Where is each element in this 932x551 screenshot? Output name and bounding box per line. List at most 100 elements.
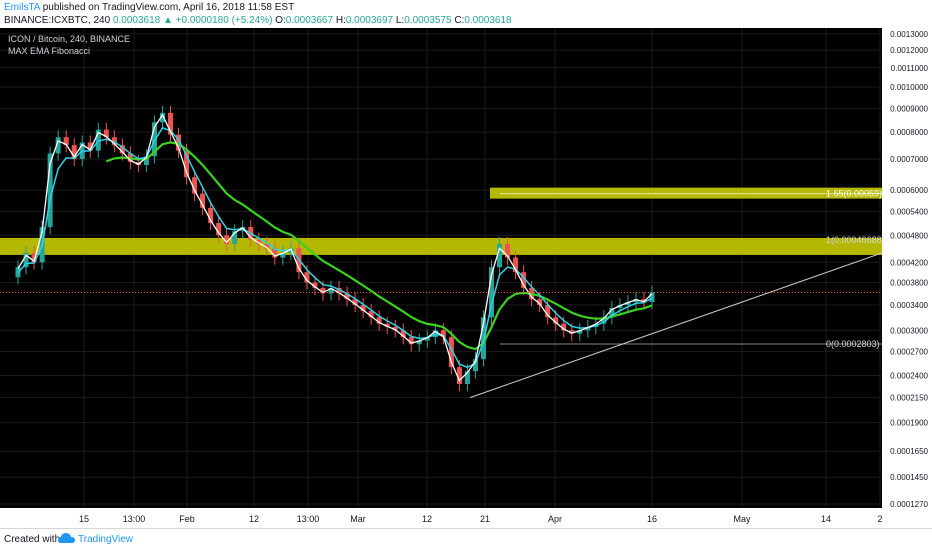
- candle-body: [71, 145, 77, 160]
- chart-background: [0, 28, 932, 528]
- candle-body: [31, 252, 37, 263]
- ema-slow-line: [105, 141, 653, 351]
- price-tick-label: 0.0004800: [890, 231, 928, 240]
- candle-body: [456, 367, 462, 384]
- candle-body: [472, 359, 478, 372]
- candle-body: [184, 150, 190, 178]
- low-label: L:: [395, 15, 405, 26]
- ohlc-line: BINANCE:ICXBTC, 240 0.0003618 ▲ +0.00001…: [4, 15, 512, 26]
- price-tick-label: 0.0012000: [890, 46, 928, 55]
- candle-body: [23, 252, 29, 268]
- time-tick-label: 12: [249, 514, 259, 524]
- tradingview-cloud-icon: [58, 533, 75, 543]
- candle-body: [336, 287, 342, 294]
- fib-label-1: 1(0.00046688): [826, 235, 885, 245]
- candle-body: [464, 371, 470, 384]
- price-tick-label: 0.0001650: [890, 447, 928, 456]
- price-tick-label: 0.0002150: [890, 394, 928, 403]
- author-link[interactable]: EmilsTA: [4, 2, 40, 13]
- change-value: +0.0000180 (+5.24%): [175, 15, 273, 26]
- support-trendline: [469, 252, 883, 399]
- price-tick-label: 0.0001450: [890, 473, 928, 482]
- candle-body: [585, 326, 591, 331]
- candle-body: [47, 153, 53, 228]
- candle-body: [424, 337, 430, 341]
- candle-body: [63, 137, 69, 146]
- candle-body: [513, 257, 519, 273]
- tradingview-link[interactable]: TradingView: [78, 534, 134, 545]
- price-tick-label: 0.0008000: [890, 128, 928, 137]
- time-axis-labels: 15 13:00 Feb 12 13:00 Mar 12 21 Apr 16 May 14 2: [79, 514, 883, 524]
- candle-body: [143, 156, 149, 165]
- price-tick-label: 0.0013000: [890, 30, 928, 39]
- candle-body: [368, 311, 374, 318]
- ema-fast-line: [17, 113, 653, 382]
- candle-body: [103, 129, 109, 138]
- candle-body: [280, 252, 286, 258]
- candle-body: [376, 317, 382, 324]
- candle-body: [537, 299, 543, 306]
- candle-body: [55, 137, 61, 154]
- price-tick-label: 0.0003400: [890, 301, 928, 310]
- published-text: published on TradingView.com, April 16, …: [39, 2, 295, 13]
- price-tick-label: 0.0007000: [890, 155, 928, 164]
- candle-body: [633, 299, 639, 303]
- price-axis-labels: 0.0013000 0.0012000 0.0011000 0.0010000 0.00…: [890, 30, 928, 509]
- candle-body: [641, 299, 647, 303]
- time-tick-label: May: [733, 514, 751, 524]
- candle-body: [256, 239, 262, 244]
- price-tick-label: 0.0011000: [891, 64, 929, 73]
- candle-body: [601, 317, 607, 324]
- fib-label-0: 0(0.0002803): [826, 339, 880, 349]
- candle-body: [561, 323, 567, 331]
- fib-label-1-65: 1.65(0.00059): [826, 189, 882, 199]
- price-tick-label: 0.0002400: [890, 371, 928, 380]
- symbol-label: BINANCE:ICXBTC, 240: [4, 15, 111, 26]
- candle-body: [176, 134, 182, 151]
- price-chart[interactable]: 1.65(0.00059) 1(0.00046688) 0(0.0002803) I…: [0, 28, 932, 528]
- candle-body: [328, 287, 334, 294]
- chart-title: ICON / Bitcoin, 240, BINANCE: [8, 34, 130, 44]
- high-label: H:: [335, 15, 346, 26]
- candle-body: [408, 337, 414, 345]
- low-value: 0.0003575: [404, 15, 452, 26]
- candle-body: [649, 292, 655, 303]
- open-value: 0.0003667: [285, 15, 334, 26]
- candle-body: [400, 330, 406, 338]
- time-tick-label: 2: [877, 514, 882, 524]
- candle-body: [440, 330, 446, 338]
- price-axis[interactable]: [882, 28, 932, 508]
- time-tick-label: Feb: [179, 514, 195, 524]
- high-value: 0.0003697: [345, 15, 394, 26]
- price-tick-label: 0.0003800: [890, 279, 928, 288]
- price-tick-label: 0.0010000: [890, 83, 928, 92]
- candle-body: [392, 326, 398, 331]
- time-tick-label: Mar: [350, 514, 366, 524]
- time-tick-label: 12: [422, 514, 432, 524]
- time-tick-label: 13:00: [123, 514, 146, 524]
- candle-body: [272, 248, 278, 258]
- candle-body: [87, 142, 93, 151]
- candle-body: [200, 193, 206, 208]
- time-axis[interactable]: [0, 508, 932, 528]
- candle-body: [151, 122, 157, 157]
- candle-body: [119, 145, 125, 154]
- candle-body: [312, 282, 318, 288]
- time-tick-label: 13:00: [297, 514, 320, 524]
- time-tick-label: Apr: [548, 514, 562, 524]
- time-tick-label: 14: [821, 514, 831, 524]
- candle-body: [216, 223, 222, 236]
- ema-mid-line: [17, 126, 653, 369]
- indicator-label: MAX EMA Fibonacci: [8, 46, 90, 56]
- candle-body: [264, 243, 270, 249]
- price-tick-label: 0.0004200: [890, 258, 928, 267]
- candle-body: [344, 293, 350, 300]
- candle-body: [360, 305, 366, 312]
- chart-header: EmilsTA published on TradingView.com, Ap…: [0, 0, 932, 28]
- candle-body: [545, 305, 551, 318]
- candle-body: [617, 305, 623, 309]
- created-with-label: Created with: [4, 534, 61, 545]
- time-tick-label: 15: [79, 514, 89, 524]
- close-value: 0.0003618: [464, 15, 512, 26]
- candle-body: [625, 302, 631, 306]
